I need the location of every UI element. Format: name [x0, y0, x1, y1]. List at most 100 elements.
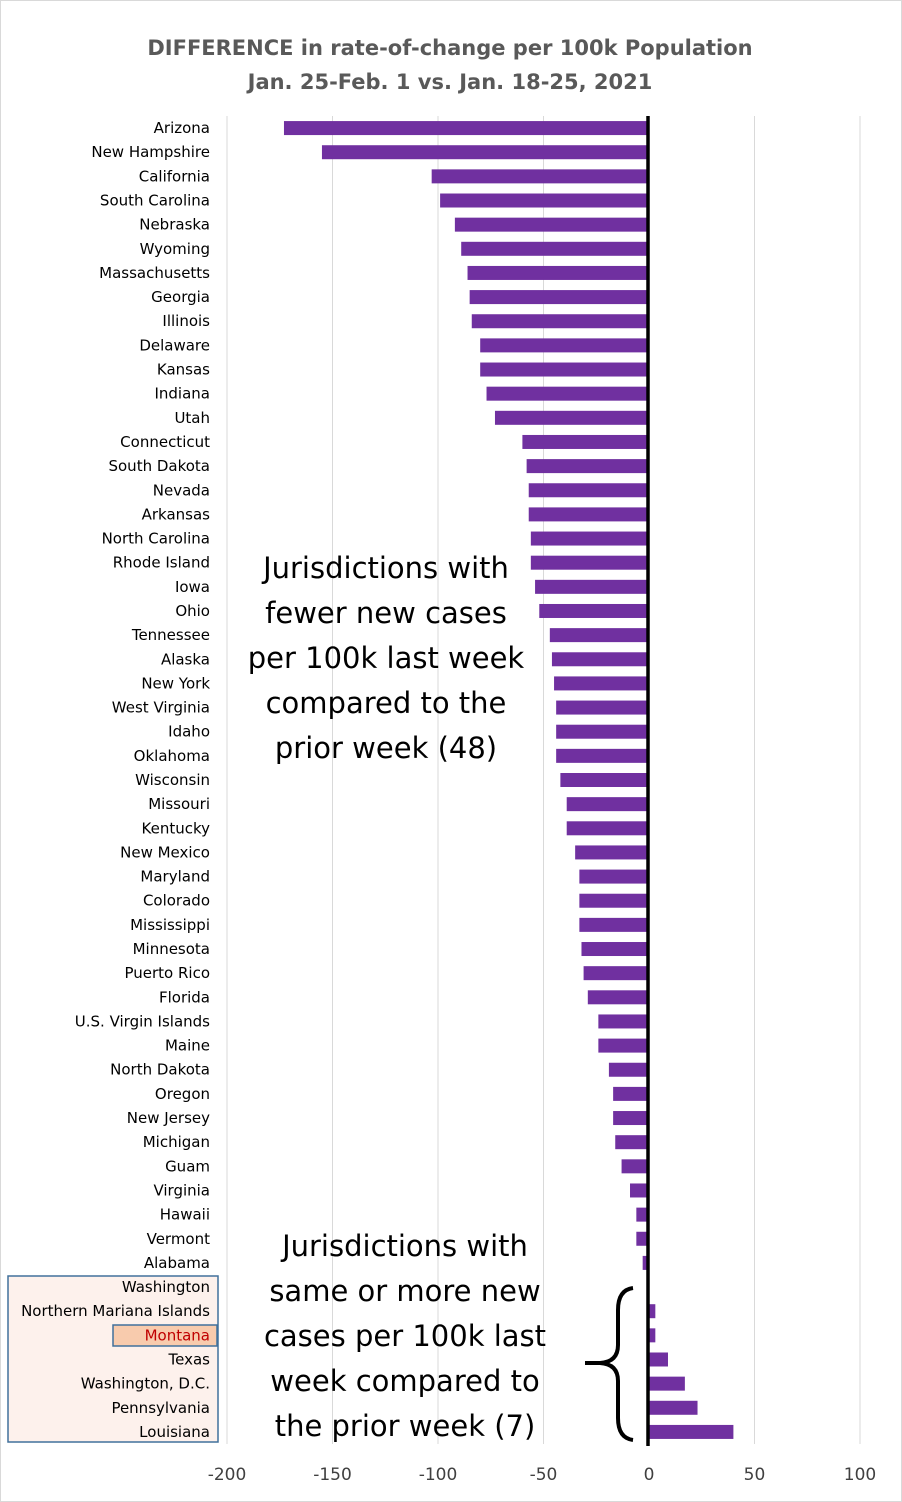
bar: [530, 531, 649, 546]
bar: [649, 1304, 656, 1319]
category-label: West Virginia: [112, 699, 210, 717]
bar: [551, 652, 649, 667]
category-label: Connecticut: [120, 433, 210, 451]
x-tick-label: -100: [419, 1465, 458, 1485]
category-label: Idaho: [168, 723, 210, 741]
category-label: Utah: [174, 409, 210, 427]
category-label: Alabama: [144, 1254, 210, 1272]
category-label: Vermont: [147, 1230, 211, 1248]
bar: [642, 1255, 649, 1270]
bar: [283, 121, 649, 136]
x-tick-label: 0: [644, 1465, 655, 1485]
bar: [431, 169, 649, 184]
bar: [480, 362, 649, 377]
brace-icon: [598, 1286, 634, 1442]
category-label: New Hampshire: [91, 143, 210, 161]
annotation-line: cases per 100k last: [263, 1319, 547, 1353]
category-label: Maine: [165, 1037, 210, 1055]
category-label: Arkansas: [142, 505, 211, 523]
category-label: Guam: [165, 1157, 210, 1175]
x-tick-label: 100: [844, 1465, 876, 1485]
category-label: Wisconsin: [135, 771, 210, 789]
category-label: Louisiana: [139, 1423, 210, 1441]
category-label: Oregon: [155, 1085, 210, 1103]
bar: [554, 676, 649, 691]
bar: [528, 507, 649, 522]
x-tick-label: -200: [208, 1465, 247, 1485]
bar: [528, 483, 649, 498]
bar: [556, 700, 649, 715]
category-label: Missouri: [148, 795, 210, 813]
category-label: Arizona: [154, 119, 210, 137]
category-label: Iowa: [175, 578, 210, 596]
bar: [556, 724, 649, 739]
category-label: Rhode Island: [113, 554, 210, 572]
bar: [613, 1086, 649, 1101]
category-label: New Jersey: [127, 1109, 210, 1127]
bar: [486, 386, 649, 401]
bar: [649, 1424, 734, 1439]
category-label: Montana: [145, 1326, 210, 1344]
bar: [583, 966, 649, 981]
bar: [608, 1062, 649, 1077]
bar: [579, 917, 649, 932]
annotation-line: compared to the: [265, 686, 507, 720]
category-label: Wyoming: [140, 240, 210, 258]
category-label: Colorado: [143, 892, 210, 910]
category-label: Texas: [168, 1350, 211, 1368]
bar: [636, 1207, 649, 1222]
bar: [598, 1038, 649, 1053]
bar: [480, 338, 649, 353]
category-label: North Carolina: [102, 530, 210, 548]
category-label: California: [139, 167, 210, 185]
category-label: Kansas: [157, 361, 210, 379]
bar: [621, 1159, 649, 1174]
bar: [649, 1376, 685, 1391]
bar: [461, 241, 649, 256]
bar: [530, 555, 649, 570]
category-label: Pennsylvania: [111, 1399, 210, 1417]
category-label: U.S. Virgin Islands: [75, 1012, 210, 1030]
bar: [579, 893, 649, 908]
category-label: Alaska: [161, 650, 210, 668]
category-label: Kentucky: [142, 819, 211, 837]
annotation-line: fewer new cases: [265, 596, 507, 630]
category-label: Virginia: [153, 1181, 210, 1199]
bar: [581, 942, 649, 957]
category-label: Northern Mariana Islands: [21, 1302, 210, 1320]
category-label: Maryland: [140, 868, 210, 886]
annotation-line: the prior week (7): [274, 1409, 536, 1443]
category-label: Minnesota: [133, 940, 210, 958]
category-label: Nebraska: [139, 216, 210, 234]
bar: [630, 1183, 649, 1198]
bar: [587, 990, 649, 1005]
category-label: Washington, D.C.: [81, 1375, 210, 1393]
bar: [440, 193, 649, 208]
category-label: North Dakota: [110, 1061, 210, 1079]
bar: [522, 434, 649, 449]
bar: [560, 773, 649, 787]
bar: [471, 314, 649, 329]
bar: [636, 1231, 649, 1246]
annotation-line: Jurisdictions with: [282, 1229, 528, 1263]
highlight-box-group: [7, 1275, 219, 1443]
bar: [539, 603, 649, 618]
x-tick-label: 50: [744, 1465, 766, 1485]
annotation-line: per 100k last week: [247, 641, 525, 675]
bar: [649, 1328, 656, 1343]
category-label: Hawaii: [160, 1206, 210, 1224]
bar: [556, 748, 649, 763]
highlight-box-montana: [112, 1324, 218, 1347]
category-label: Mississippi: [130, 916, 210, 934]
category-label: South Dakota: [108, 457, 210, 475]
category-label: Illinois: [162, 312, 210, 330]
x-tick-label: -50: [530, 1465, 558, 1485]
category-label: Nevada: [153, 481, 210, 499]
category-label: Georgia: [151, 288, 210, 306]
bar: [566, 797, 649, 812]
bar: [598, 1014, 649, 1029]
bar: [579, 869, 649, 884]
category-label: Delaware: [139, 336, 210, 354]
bar: [613, 1111, 649, 1126]
category-label: Oklahoma: [134, 747, 210, 765]
